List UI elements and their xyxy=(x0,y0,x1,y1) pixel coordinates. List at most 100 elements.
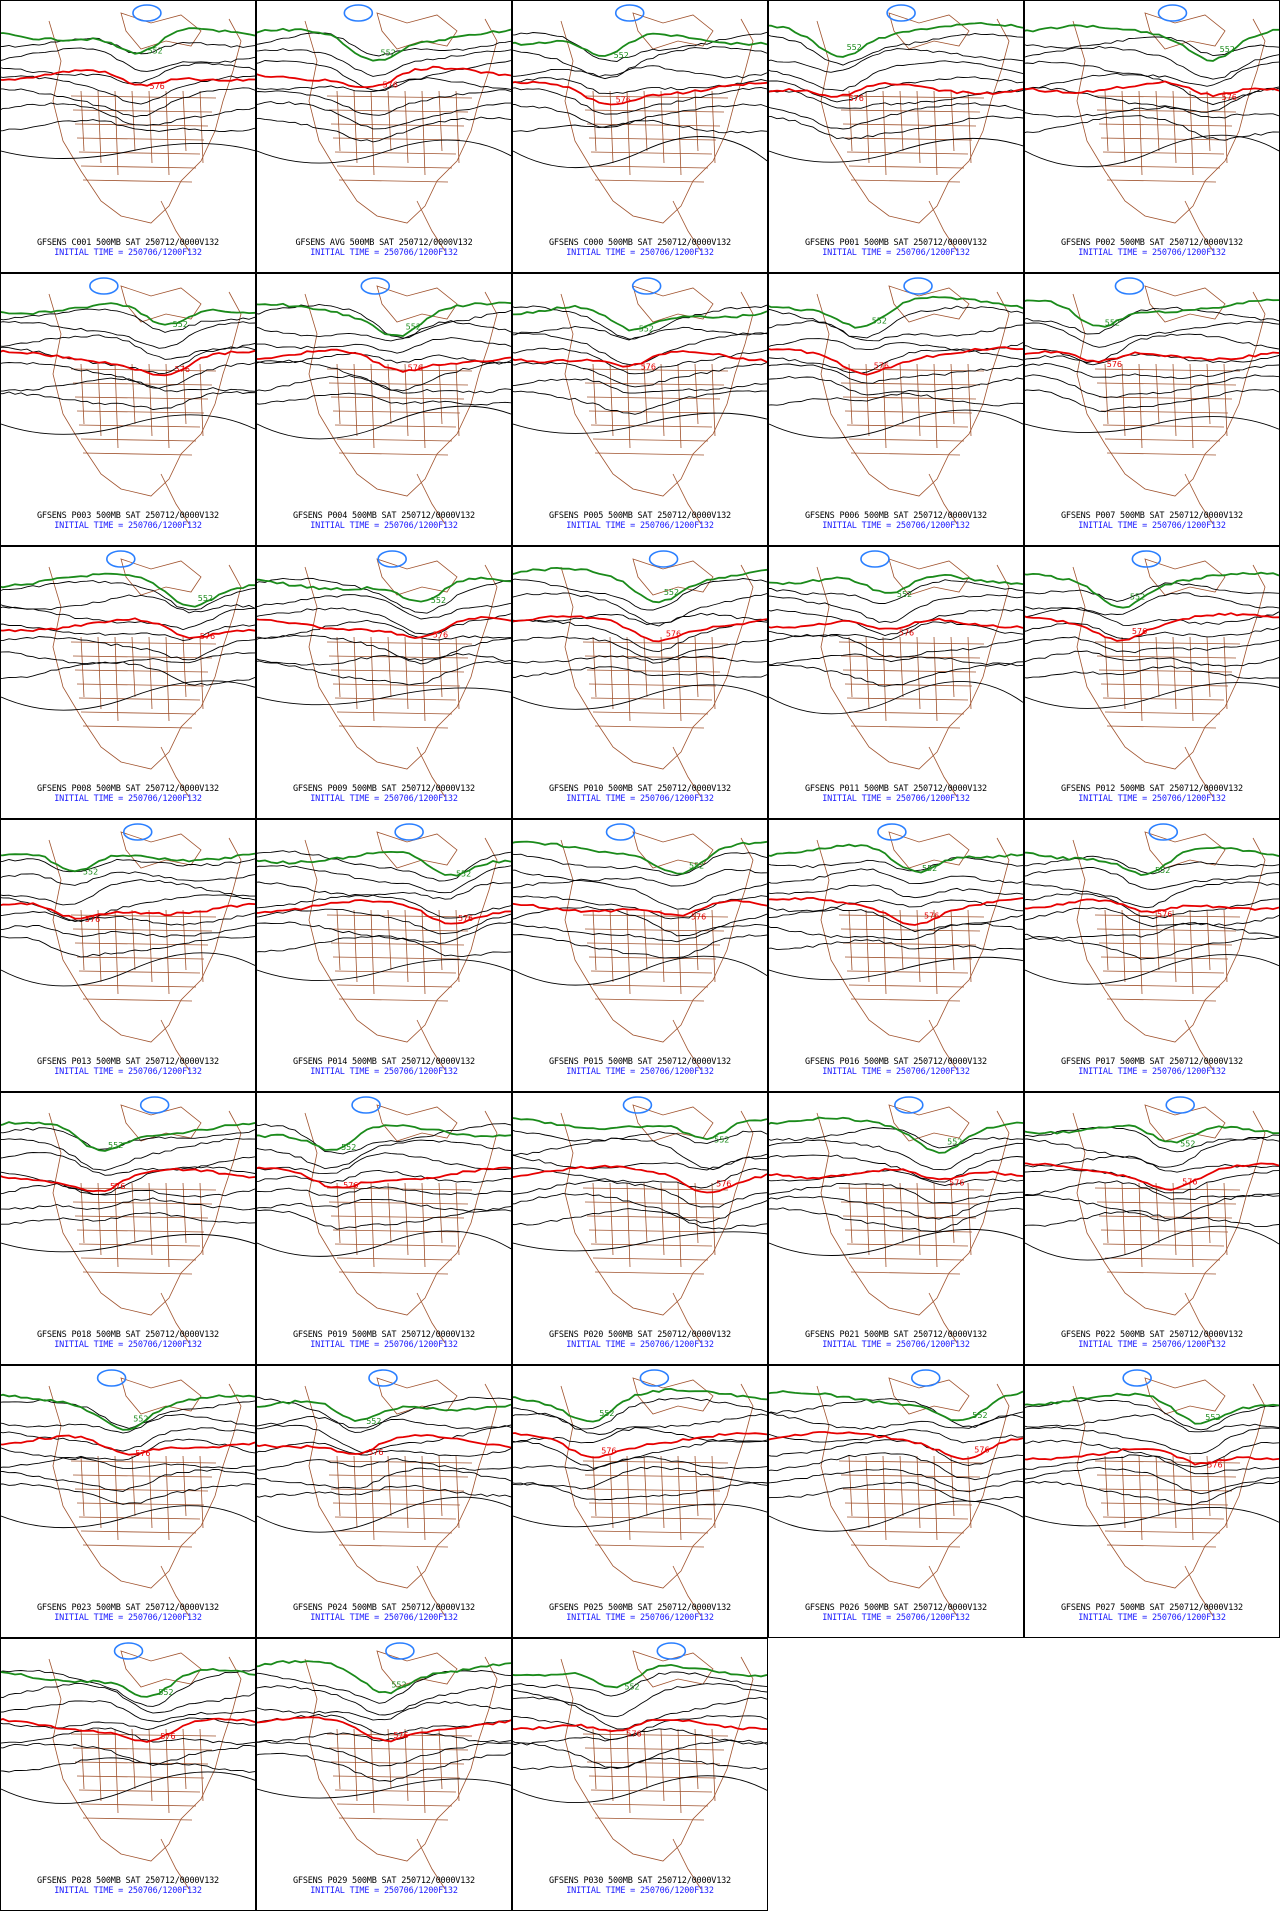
height-contour xyxy=(1,1727,255,1745)
height-contour xyxy=(769,653,1023,666)
contour-552 xyxy=(257,1399,511,1422)
height-contour xyxy=(257,392,511,406)
contour-552 xyxy=(513,840,767,875)
height-contour-map: 552 576 xyxy=(769,4,1023,252)
height-contour xyxy=(257,116,511,143)
map-boundaries xyxy=(560,1650,754,1890)
height-contour xyxy=(513,655,767,664)
height-contour xyxy=(1,391,255,411)
height-contour xyxy=(1025,608,1279,626)
upper-low-contour xyxy=(903,277,933,295)
height-contour xyxy=(257,850,511,882)
height-contour xyxy=(257,1778,511,1799)
height-contour xyxy=(1025,353,1279,366)
height-contour-map: 552 576 xyxy=(513,1642,767,1890)
upper-low-contour xyxy=(605,823,636,841)
contour-label-552: 552 xyxy=(1180,1140,1195,1149)
contour-label-552: 552 xyxy=(1205,1413,1220,1422)
height-contour xyxy=(1025,907,1279,928)
contour-label-576: 576 xyxy=(626,1730,641,1739)
height-contour xyxy=(1,1137,255,1171)
ensemble-member-panel: 552 576 GFSENS C000 500MB SAT 250712/0000V… xyxy=(512,0,768,273)
height-contour xyxy=(769,663,1023,687)
height-contour-map: 552 576 xyxy=(1,277,255,525)
height-contour xyxy=(257,1424,511,1453)
height-contour xyxy=(513,635,767,661)
upper-low-contour xyxy=(139,1096,170,1114)
height-contour xyxy=(513,868,767,887)
height-contour xyxy=(769,1468,1023,1493)
contour-label-552: 552 xyxy=(391,1680,406,1689)
contour-552 xyxy=(257,1124,511,1152)
ensemble-member-panel: 552 576 GFSENS P012 500MB SAT 250712/0000V… xyxy=(1024,546,1280,819)
height-contour xyxy=(1025,45,1279,80)
contour-label-576: 576 xyxy=(368,1448,383,1457)
map-boundaries xyxy=(1072,1377,1266,1617)
contour-576 xyxy=(1025,612,1279,642)
upper-low-contour xyxy=(877,823,907,841)
contour-576 xyxy=(1,1434,255,1456)
contour-label-552: 552 xyxy=(872,317,887,326)
height-contour xyxy=(1025,306,1279,335)
height-contour xyxy=(769,409,1023,439)
height-contour xyxy=(1025,650,1279,667)
height-contour xyxy=(1,1682,255,1714)
ensemble-member-panel: 552 576 GFSENS P022 500MB SAT 250712/0000V… xyxy=(1024,1092,1280,1365)
height-contour xyxy=(769,1182,1023,1204)
ensemble-member-panel: 552 576 GFSENS P028 500MB SAT 250712/0000V… xyxy=(0,1638,256,1911)
contour-576 xyxy=(257,899,511,925)
height-contour xyxy=(257,1396,511,1433)
height-contour xyxy=(769,856,1023,872)
contour-label-576: 576 xyxy=(1207,1460,1222,1469)
height-contour xyxy=(769,320,1023,342)
ensemble-member-panel: 552 576 GFSENS P008 500MB SAT 250712/0000V… xyxy=(0,546,256,819)
height-contour xyxy=(1,1700,255,1723)
height-contour xyxy=(257,1416,511,1430)
panel-initial-time: INITIAL TIME = 250706/1200F132 xyxy=(54,1886,202,1896)
height-contour xyxy=(257,1684,511,1716)
height-contour xyxy=(769,1139,1023,1171)
contour-576 xyxy=(1025,898,1279,914)
contour-label-576: 576 xyxy=(641,362,656,371)
height-contour xyxy=(769,922,1023,941)
height-contour xyxy=(769,884,1023,899)
contour-label-576: 576 xyxy=(874,361,889,370)
map-boundaries xyxy=(560,12,754,252)
contour-label-552: 552 xyxy=(1155,866,1170,875)
height-contour xyxy=(1025,1225,1279,1261)
panel-initial-time: INITIAL TIME = 250706/1200F132 xyxy=(310,1067,458,1077)
contour-576 xyxy=(513,80,767,106)
contour-label-552: 552 xyxy=(614,51,629,60)
panel-initial-time: INITIAL TIME = 250706/1200F132 xyxy=(822,794,970,804)
height-contour xyxy=(1025,115,1279,141)
height-contour xyxy=(769,579,1023,604)
panel-initial-time: INITIAL TIME = 250706/1200F132 xyxy=(54,1067,202,1077)
height-contour xyxy=(513,1179,767,1208)
height-contour xyxy=(257,864,511,894)
height-contour xyxy=(769,102,1023,130)
height-contour xyxy=(1,119,255,132)
height-contour xyxy=(257,1152,511,1175)
height-contour xyxy=(513,1775,767,1804)
height-contour xyxy=(1,1717,255,1731)
contour-label-576: 576 xyxy=(1157,910,1172,919)
height-contour-map: 552 576 xyxy=(1,1642,255,1890)
height-contour xyxy=(1025,36,1279,57)
contour-label-576: 576 xyxy=(1182,1177,1197,1186)
height-contour-map: 552 576 xyxy=(769,823,1023,1071)
height-contour xyxy=(769,137,1023,163)
contour-576 xyxy=(769,617,1023,630)
panel-title: GFSENS P018 500MB SAT 250712/0000V132 xyxy=(37,1330,219,1340)
contour-label-576: 576 xyxy=(433,631,448,640)
map-boundaries xyxy=(1072,285,1266,525)
height-contour xyxy=(1,1771,255,1804)
height-contour xyxy=(513,325,767,341)
height-contour xyxy=(769,115,1023,140)
height-contour xyxy=(257,320,511,342)
height-contour xyxy=(1025,682,1279,709)
contour-label-576: 576 xyxy=(1222,93,1237,102)
height-contour xyxy=(513,906,767,937)
contour-label-552: 552 xyxy=(108,1141,123,1150)
contour-label-552: 552 xyxy=(148,47,163,56)
contour-552 xyxy=(513,1663,767,1689)
